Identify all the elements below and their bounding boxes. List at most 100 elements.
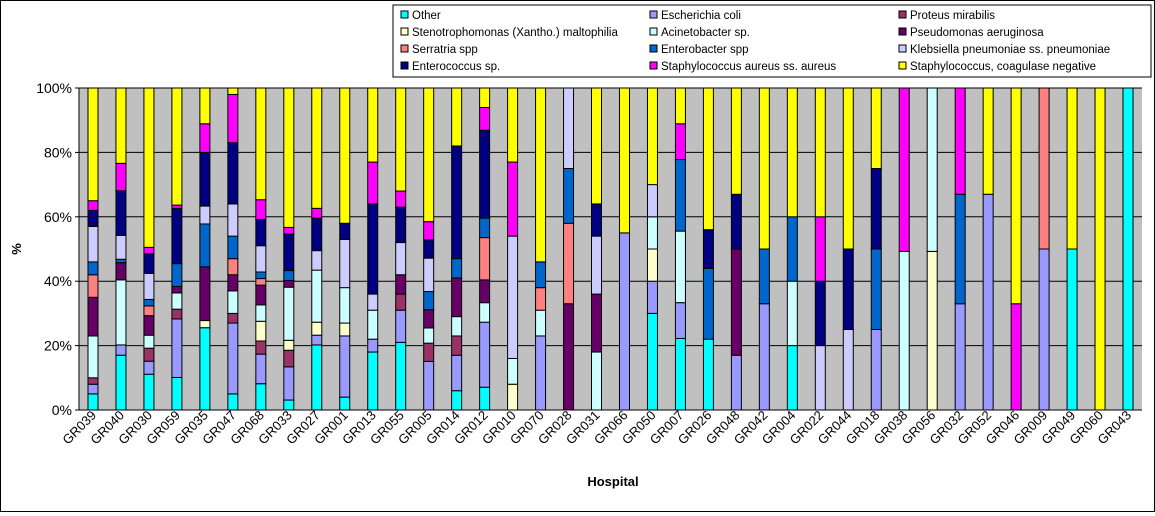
bar-segment [423,291,435,311]
bar-segment [143,315,155,336]
legend-swatch [898,10,907,19]
bar-segment [423,342,435,362]
bar-segment [786,345,798,411]
bar-segment [227,87,239,95]
bar-segment [171,376,183,411]
bar-segment [255,87,267,201]
legend-label: Escherichia coli [661,10,741,22]
legend-swatch [898,27,907,36]
plot-background [79,88,1142,410]
bar-segment [283,349,295,368]
bar-segment [535,287,547,311]
bar-segment [507,235,519,359]
bar-segment [367,161,379,205]
bar-segment [479,302,491,323]
bar-segment [255,340,267,355]
bar-segment [395,274,407,295]
bar-segment [618,232,630,411]
bar-segment [227,393,239,411]
bar-segment [535,261,547,289]
bar-segment [646,184,658,218]
bar-segment [395,190,407,208]
y-tick-label: 60% [44,209,72,225]
bar-segment [1038,87,1050,250]
bar-segment [115,344,127,356]
bar-segment [591,235,603,295]
bar-segment [814,345,826,411]
bar-segment [646,248,658,282]
bar-segment [311,207,323,219]
bar-segment [395,309,407,343]
bar-segment [227,322,239,395]
legend-swatch [649,27,658,36]
bar-segment [199,205,211,225]
legend-label: Staphylococcus aureus ss. aureus [661,61,836,73]
bar-segment [814,216,826,282]
bar-segment [311,344,323,411]
legend-swatch [400,44,409,53]
bar-segment [814,280,826,347]
bar-segment [311,250,323,271]
bar-segment [1094,87,1106,411]
legend-swatch [649,10,658,19]
bar-segment [171,308,183,320]
bar-segment [143,347,155,362]
bar-segment [395,87,407,192]
bar-segment [507,161,519,237]
bar-segment [87,335,99,379]
bar-segment [423,257,435,293]
bar-segment [870,248,882,330]
bar-segment [786,216,798,282]
bar-segment [479,87,491,109]
bar-segment [702,229,714,269]
bar-segment [702,338,714,411]
bar-segment [227,258,239,276]
bar-segment [367,87,379,163]
bar-segment [1038,248,1050,411]
bar-segment [479,279,491,304]
bar-segment [367,309,379,340]
bar-segment [563,222,575,305]
bar-segment [87,87,99,202]
bar-segment [423,360,435,411]
legend: Other Escherichia coli Proteus mirabilis St… [392,4,1152,78]
bar-segment [227,312,239,324]
bar-segment [395,242,407,276]
axes [75,87,1142,411]
bar-segment [87,383,99,395]
legend-swatch [649,44,658,53]
y-tick-label: 20% [44,338,72,354]
bar-segment [451,277,463,318]
bar-segment [479,217,491,239]
bar-segment [982,87,994,195]
bar-segment [674,230,686,304]
bar-segment [87,225,99,263]
y-tick-labels: 0% 20% 40% 60% 80% 100% [36,80,72,418]
bar-segment [395,293,407,311]
bar-segment [255,199,267,220]
bar-segment [451,87,463,147]
bar-segment [1010,87,1022,305]
bar-segment [451,145,463,260]
bar-segment [451,316,463,337]
bar-segment [143,298,155,307]
bar-segment [618,87,630,234]
bar-segment [143,305,155,317]
bar-segment [479,321,491,388]
bar-segment [926,250,938,411]
legend-label: Enterococcus sp. [412,61,500,73]
bar-segment [199,320,211,329]
bar-segment [646,312,658,411]
legend-label: Acinetobacter sp. [661,27,750,39]
bar-segment [87,274,99,298]
bar-segment [227,235,239,260]
bar-segment [255,304,267,322]
bar-segment [283,270,295,282]
bar-segment [786,87,798,218]
bar-segment [591,351,603,411]
bar-segment [423,87,435,223]
bar-segment [730,354,742,411]
legend-swatch [898,44,907,53]
bar-segment [982,193,994,411]
